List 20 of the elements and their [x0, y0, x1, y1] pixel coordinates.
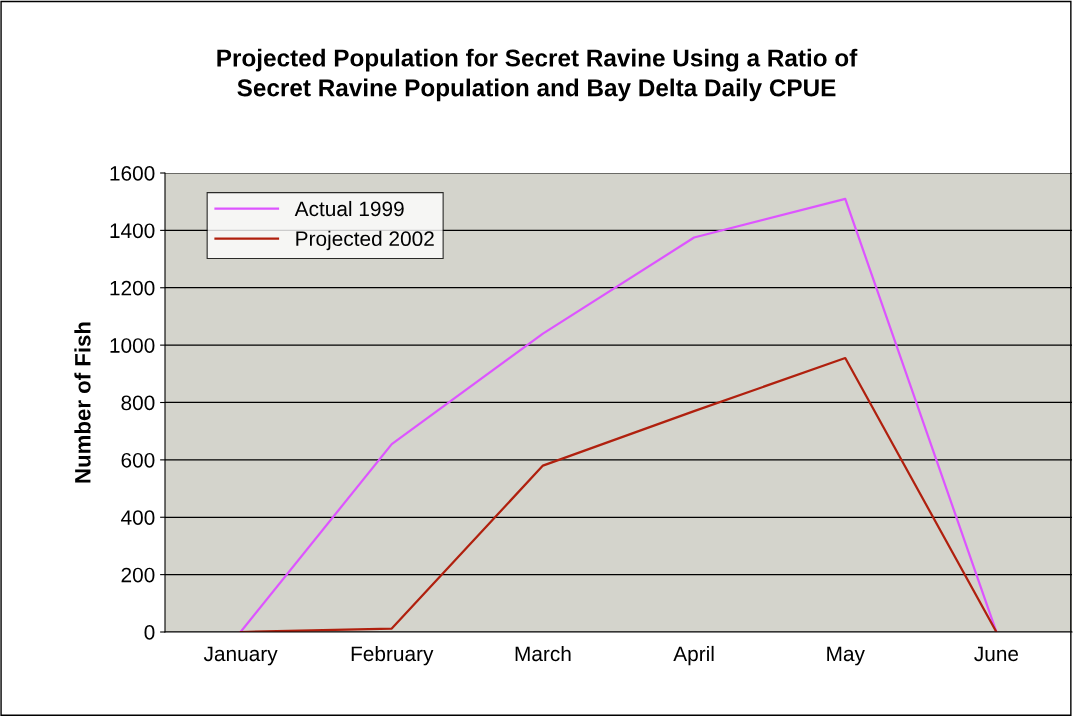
y-tick-label: 1600 — [110, 166, 155, 181]
chart-title: Projected Population for Secret Ravine Using a Ratio of Secret Ravine Population and Bay Delta Daily CPUE — [217, 48, 858, 102]
y-tick-label: 400 — [121, 510, 155, 525]
line-series — [239, 197, 998, 632]
y-tick-label: 1200 — [110, 280, 155, 296]
x-tick-label: May — [827, 646, 865, 666]
y-tick-label: 800 — [121, 395, 155, 411]
x-tick-label: January — [203, 646, 278, 666]
y-tick-label: 200 — [121, 567, 155, 583]
legend-label: Actual 1999 — [294, 200, 404, 217]
legend-label: Projected 2002 — [296, 230, 434, 251]
y-tick-label: 600 — [121, 452, 155, 468]
y-tick-label: 1400 — [110, 223, 155, 239]
y-axis-title: Number of Fish — [74, 322, 91, 483]
x-tick-label: February — [351, 645, 434, 666]
x-tick-label: June — [974, 646, 1019, 662]
y-tick-label: 0 — [144, 625, 155, 640]
x-tick-label: March — [515, 645, 571, 662]
x-tick-label: April — [673, 645, 714, 666]
y-tick-label: 1000 — [110, 338, 155, 353]
